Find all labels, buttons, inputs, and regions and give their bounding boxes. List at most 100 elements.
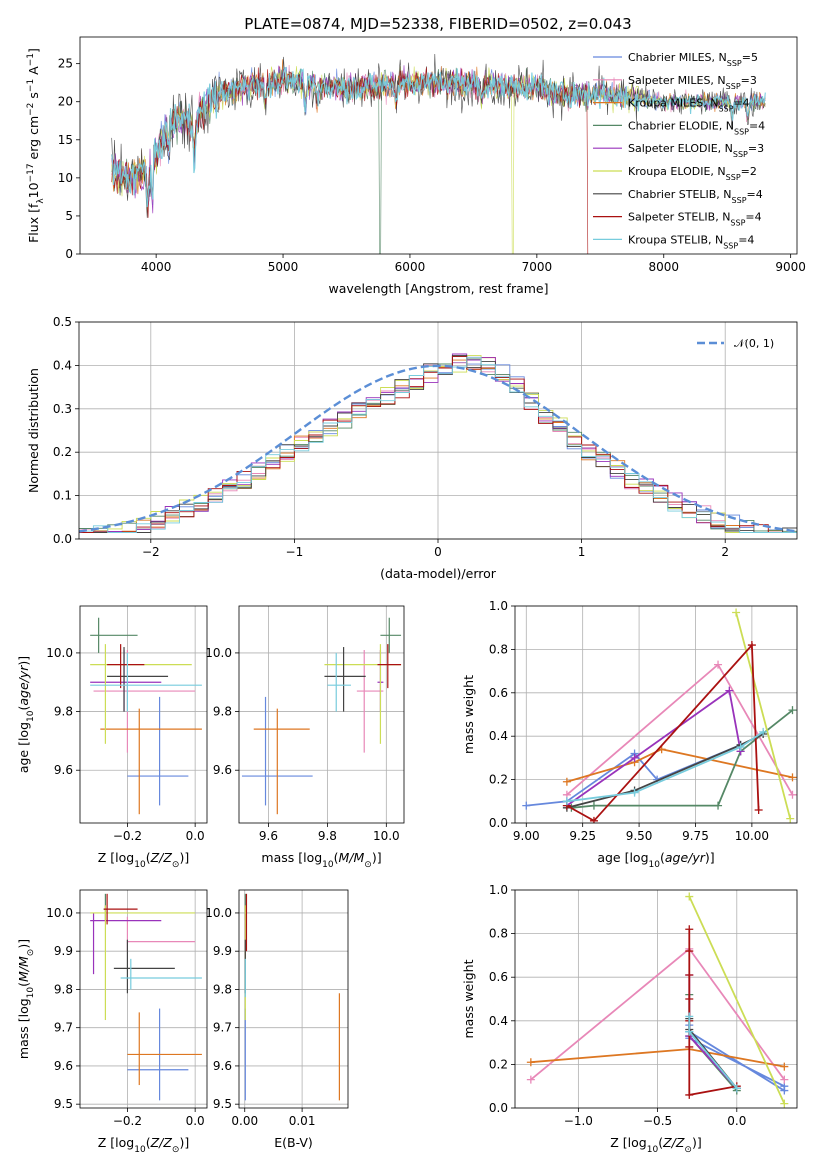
panel-mass-vs-Z: −0.2 0.0 9.5 9.6 9.7 9.8 9.9 10.0 Z [log10(Z/Z⊙)… bbox=[16, 889, 208, 1155]
weight-marker-7 bbox=[685, 947, 694, 956]
x-tick-label: 7000 bbox=[522, 260, 553, 274]
figure-title: PLATE=0874, MJD=52338, FIBERID=0502, z=0… bbox=[244, 15, 631, 33]
weight-line-5 bbox=[688, 896, 786, 1104]
y-tick-label: 9.6 bbox=[54, 1059, 73, 1073]
x-tick-label: 10.00 bbox=[735, 829, 769, 843]
weight-marker-8 bbox=[630, 788, 639, 797]
legend-entry: Kroupa STELIB, NSSP=4 bbox=[628, 233, 754, 250]
plot-area bbox=[111, 53, 766, 254]
panel-age-vs-mass: 9.6 9.8 10.0 9.6 9.8 10.0 mass [log10(M/M⊙)] bbox=[205, 605, 405, 870]
weight-line-4 bbox=[688, 975, 738, 1090]
y-tick-label: 0.0 bbox=[489, 816, 508, 830]
weight-line-4 bbox=[566, 689, 742, 807]
y-tick-label: 20 bbox=[58, 95, 73, 109]
y-tick-label: 9.6 bbox=[54, 763, 73, 777]
y-tick-label: 25 bbox=[58, 57, 73, 71]
y-tick-label: 0.5 bbox=[53, 315, 72, 329]
x-tick-label: 9000 bbox=[775, 260, 806, 274]
weight-marker-7 bbox=[754, 805, 763, 814]
plot-area bbox=[90, 617, 202, 815]
legend-entry: Chabrier STELIB, NSSP=4 bbox=[628, 188, 763, 205]
y-tick-label: 9.6 bbox=[213, 763, 232, 777]
weight-line-1 bbox=[566, 663, 794, 796]
legend-entry: Chabrier ELODIE, NSSP=4 bbox=[628, 119, 765, 136]
weight-line-8 bbox=[688, 1016, 738, 1089]
y-axis-label: age [log10(age/yr)] bbox=[16, 656, 36, 773]
panel-spectrum: 4000 5000 6000 7000 8000 9000 0 5 10 15 20 25 wavele… bbox=[26, 36, 806, 296]
y-tick-label: 9.5 bbox=[54, 1097, 73, 1111]
x-tick-label: 8000 bbox=[648, 260, 679, 274]
weight-line-2 bbox=[566, 748, 793, 783]
y-tick-label: 5 bbox=[65, 209, 73, 223]
y-tick-label: 9.9 bbox=[54, 944, 73, 958]
weight-marker-1 bbox=[780, 1075, 789, 1084]
panel-residuals: −2 −1 0 1 2 0.0 0.1 0.2 0.3 0.4 0.5 (data-model)/er… bbox=[26, 315, 798, 581]
y-tick-label: 9.9 bbox=[213, 944, 232, 958]
axes-frame bbox=[78, 321, 798, 540]
normal-reference-curve bbox=[79, 364, 797, 533]
axes-frame bbox=[79, 889, 208, 1109]
y-tick-label: 10.0 bbox=[46, 906, 73, 920]
weight-marker-8 bbox=[732, 1084, 741, 1093]
weight-marker-5 bbox=[786, 814, 795, 823]
y-tick-label: 9.5 bbox=[213, 1097, 232, 1111]
weight-marker-5 bbox=[780, 1099, 789, 1108]
y-tick-label: 9.8 bbox=[213, 705, 232, 719]
panel-mass-weight-vs-Z: −1.0 −0.5 0.0 0.0 0.2 0.4 0.6 0.8 1.0 Z [log10(Z/… bbox=[461, 883, 798, 1155]
panel-age-vs-Z: −0.2 0.0 9.6 9.8 10.0 Z [log10(Z/Z⊙)] age [log… bbox=[16, 605, 208, 870]
x-tick-label: 0.0 bbox=[186, 829, 205, 843]
y-axis-label: Flux [fλ10−17 erg cm−2 s−1 A−1] bbox=[26, 48, 46, 243]
x-tick-label: −0.5 bbox=[643, 1114, 672, 1128]
x-tick-label: −1 bbox=[286, 545, 304, 559]
weight-marker-2 bbox=[780, 1062, 789, 1071]
x-tick-label: 0.00 bbox=[231, 1114, 258, 1128]
legend-entry: Salpeter ELODIE, NSSP=3 bbox=[628, 142, 764, 159]
legend-entry: Salpeter MILES, NSSP=3 bbox=[628, 74, 757, 91]
y-tick-label: 0.6 bbox=[489, 686, 508, 700]
y-tick-label: 0.0 bbox=[489, 1101, 508, 1115]
x-tick-label: 10.0 bbox=[373, 829, 400, 843]
legend-entry: Kroupa MILES, NSSP=4 bbox=[628, 97, 750, 114]
x-tick-label: 0.0 bbox=[186, 1114, 205, 1128]
weight-marker-7 bbox=[685, 971, 694, 980]
y-tick-label: 0.6 bbox=[489, 970, 508, 984]
axes-frame bbox=[238, 605, 405, 824]
y-tick-label: 1.0 bbox=[489, 599, 508, 613]
y-tick-label: 0.0 bbox=[53, 532, 72, 546]
weight-marker-3 bbox=[788, 706, 797, 715]
spectrum-line-6 bbox=[111, 53, 766, 218]
x-tick-label: 5000 bbox=[268, 260, 299, 274]
x-tick-label: 6000 bbox=[395, 260, 426, 274]
weight-marker-2 bbox=[526, 1058, 535, 1067]
y-tick-label: 0.4 bbox=[489, 729, 508, 743]
weight-marker-8 bbox=[685, 1027, 694, 1036]
axes-frame bbox=[79, 605, 208, 824]
weight-marker-8 bbox=[736, 743, 745, 752]
y-tick-label: 10.0 bbox=[46, 646, 73, 660]
weight-marker-2 bbox=[562, 777, 571, 786]
y-tick-label: 10 bbox=[58, 171, 73, 185]
weight-marker-3 bbox=[589, 801, 598, 810]
weight-marker-2 bbox=[788, 773, 797, 782]
x-tick-label: 9.6 bbox=[259, 829, 278, 843]
panel-mass-vs-EBV: 0.00 0.01 9.5 9.6 9.7 9.8 9.9 10.0 E(B-V) bbox=[205, 889, 349, 1150]
weight-marker-7 bbox=[685, 1090, 694, 1099]
spectrum-line-7 bbox=[111, 67, 589, 254]
x-axis-label: wavelength [Angstrom, rest frame] bbox=[328, 281, 548, 296]
legend-entry: Salpeter STELIB, NSSP=4 bbox=[628, 211, 762, 228]
y-tick-label: 15 bbox=[58, 133, 73, 147]
weight-marker-8 bbox=[685, 1012, 694, 1021]
spectrum-legend: Chabrier MILES, NSSP=5 Salpeter MILES, NS… bbox=[593, 51, 765, 250]
weight-marker-1 bbox=[788, 790, 797, 799]
y-tick-label: 9.8 bbox=[54, 982, 73, 996]
weight-line-8 bbox=[566, 731, 764, 803]
weight-marker-7 bbox=[589, 816, 598, 823]
y-tick-label: 0 bbox=[65, 247, 73, 261]
histogram-8 bbox=[79, 356, 797, 533]
y-tick-label: 0.1 bbox=[53, 489, 72, 503]
x-tick-label: 0.01 bbox=[289, 1114, 316, 1128]
y-tick-label: 0.2 bbox=[489, 773, 508, 787]
spectrum-line-3 bbox=[111, 67, 766, 254]
x-axis-label: Z [log10(Z/Z⊙)] bbox=[610, 1135, 701, 1155]
